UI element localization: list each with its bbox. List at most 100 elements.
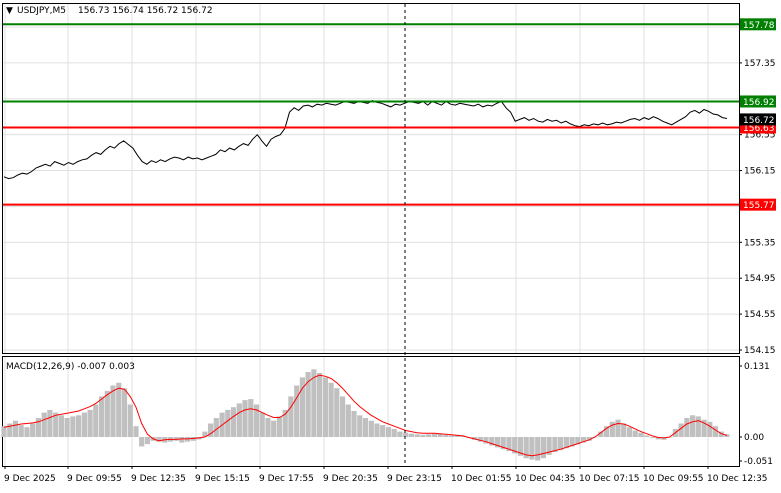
macd-histogram-bar: [512, 437, 518, 454]
price-tick-label: 156.55: [744, 131, 776, 141]
macd-histogram-bar: [718, 431, 724, 437]
symbol-label: USDJPY,M5: [17, 6, 66, 16]
time-tick-label: 9 Dec 17:55: [259, 474, 314, 484]
macd-histogram-bar: [311, 369, 317, 437]
macd-histogram-bar: [248, 399, 254, 437]
macd-histogram-bar: [121, 388, 128, 437]
macd-histogram-bar: [35, 418, 41, 437]
price-layer: [3, 23, 739, 206]
macd-histogram-bar: [225, 409, 231, 437]
time-tick-label: 10 Dec 04:35: [515, 474, 576, 484]
macd-label: MACD(12,26,9) -0.007 0.003: [6, 362, 135, 372]
time-tick-label: 10 Dec 01:55: [451, 474, 512, 484]
macd-histogram-bar: [540, 437, 546, 459]
macd-histogram-bar: [317, 373, 323, 437]
macd-histogram-bar: [208, 423, 214, 437]
price-tick-label: 157.35: [744, 59, 776, 69]
macd-histogram-bar: [655, 437, 661, 440]
macd-histogram-bar: [70, 416, 76, 437]
macd-tick-label: -0.051: [744, 457, 773, 467]
macd-histogram-bar: [156, 437, 162, 442]
macd-histogram-bar: [81, 412, 87, 437]
macd-histogram-bar: [483, 437, 489, 444]
macd-histogram-bar: [322, 377, 328, 437]
macd-signal-line: [3, 374, 728, 457]
macd-histogram-bar: [362, 418, 369, 437]
macd-histogram-bar: [179, 437, 185, 443]
macd-histogram-bar: [644, 435, 650, 437]
macd-histogram-bar: [609, 421, 615, 437]
macd-histogram-bar: [305, 372, 311, 437]
macd-histogram-bar: [724, 434, 730, 437]
macd-histogram-bar: [340, 396, 346, 437]
macd-histogram-bar: [690, 415, 696, 437]
macd-histogram-bar: [259, 412, 265, 437]
macd-histogram-bar: [489, 437, 495, 446]
macd-histogram-bar: [638, 432, 644, 437]
macd-histogram-bar: [127, 404, 133, 437]
macd-histogram-bar: [558, 437, 564, 451]
current-price-tag: [740, 113, 776, 126]
macd-histogram-bar: [385, 427, 392, 437]
macd-histogram-bar: [586, 437, 592, 441]
macd-histogram-bar: [328, 382, 334, 437]
macd-histogram-bar: [288, 396, 294, 437]
macd-histogram-bar: [64, 418, 70, 437]
macd-histogram-bar: [414, 434, 420, 437]
macd-histogram-bar: [523, 437, 529, 459]
macd-histogram-bar: [535, 437, 541, 461]
time-tick-label: 10 Dec 07:15: [579, 474, 640, 484]
macd-histogram-bar: [345, 404, 351, 437]
time-tick-label: 9 Dec 20:35: [323, 474, 378, 484]
macd-histogram-bar: [334, 388, 340, 437]
ohlc-readout: 156.73 156.74 156.72 156.72: [78, 6, 213, 16]
macd-histogram-bar: [271, 420, 277, 437]
price-tick-label: 155.35: [744, 238, 776, 248]
collapse-arrow-icon[interactable]: ▼: [6, 6, 13, 16]
grid-layer: [3, 4, 739, 466]
macd-histogram-bar: [236, 403, 242, 437]
macd-histogram-bar: [575, 437, 581, 445]
macd-histogram-bar: [299, 377, 305, 437]
price-tick-label: 156.15: [744, 167, 776, 177]
macd-histogram-bar: [581, 437, 587, 443]
macd-histogram-bar: [621, 423, 627, 437]
macd-histogram-bar: [477, 437, 483, 442]
macd-histogram-bar: [253, 404, 260, 437]
macd-histogram-bar: [563, 437, 569, 449]
macd-histogram-bar: [213, 418, 219, 437]
time-tick-label: 9 Dec 23:15: [387, 474, 442, 484]
time-tick-label: 9 Dec 12:35: [131, 474, 186, 484]
macd-histogram-bar: [397, 431, 403, 437]
macd-histogram-bar: [110, 385, 116, 437]
macd-histogram-bar: [276, 416, 282, 437]
macd-histogram-bar: [104, 390, 110, 437]
time-tick-label: 10 Dec 12:35: [707, 474, 768, 484]
macd-histogram-bar: [443, 434, 449, 437]
macd-histogram-bar: [546, 437, 552, 455]
resistance-level-label: 156.92: [743, 98, 775, 108]
macd-histogram-bar: [569, 437, 575, 447]
price-tick-label: 154.55: [744, 310, 776, 320]
macd-histogram-bar: [265, 418, 271, 437]
macd-tick-label: 0.00: [744, 433, 764, 443]
macd-histogram-bar: [351, 411, 357, 437]
time-tick-label: 10 Dec 09:55: [643, 474, 704, 484]
macd-histogram-bar: [603, 426, 610, 437]
macd-histogram-bar: [139, 437, 145, 447]
macd-histogram-bar: [506, 437, 512, 452]
price-tick-label: 154.95: [744, 274, 776, 284]
macd-histogram-bar: [632, 430, 638, 437]
current-price-label: 156.72: [743, 116, 775, 126]
time-tick-label: 9 Dec 09:55: [67, 474, 122, 484]
macd-histogram-bar: [626, 427, 633, 437]
macd-layer: [1, 369, 730, 461]
macd-histogram-bar: [357, 415, 363, 437]
macd-tick-label: 0.131: [744, 362, 770, 372]
time-tick-label: 9 Dec 2025: [4, 474, 56, 484]
macd-histogram-bar: [426, 434, 432, 437]
macd-histogram-bar: [230, 407, 237, 437]
macd-histogram-bar: [87, 409, 93, 437]
